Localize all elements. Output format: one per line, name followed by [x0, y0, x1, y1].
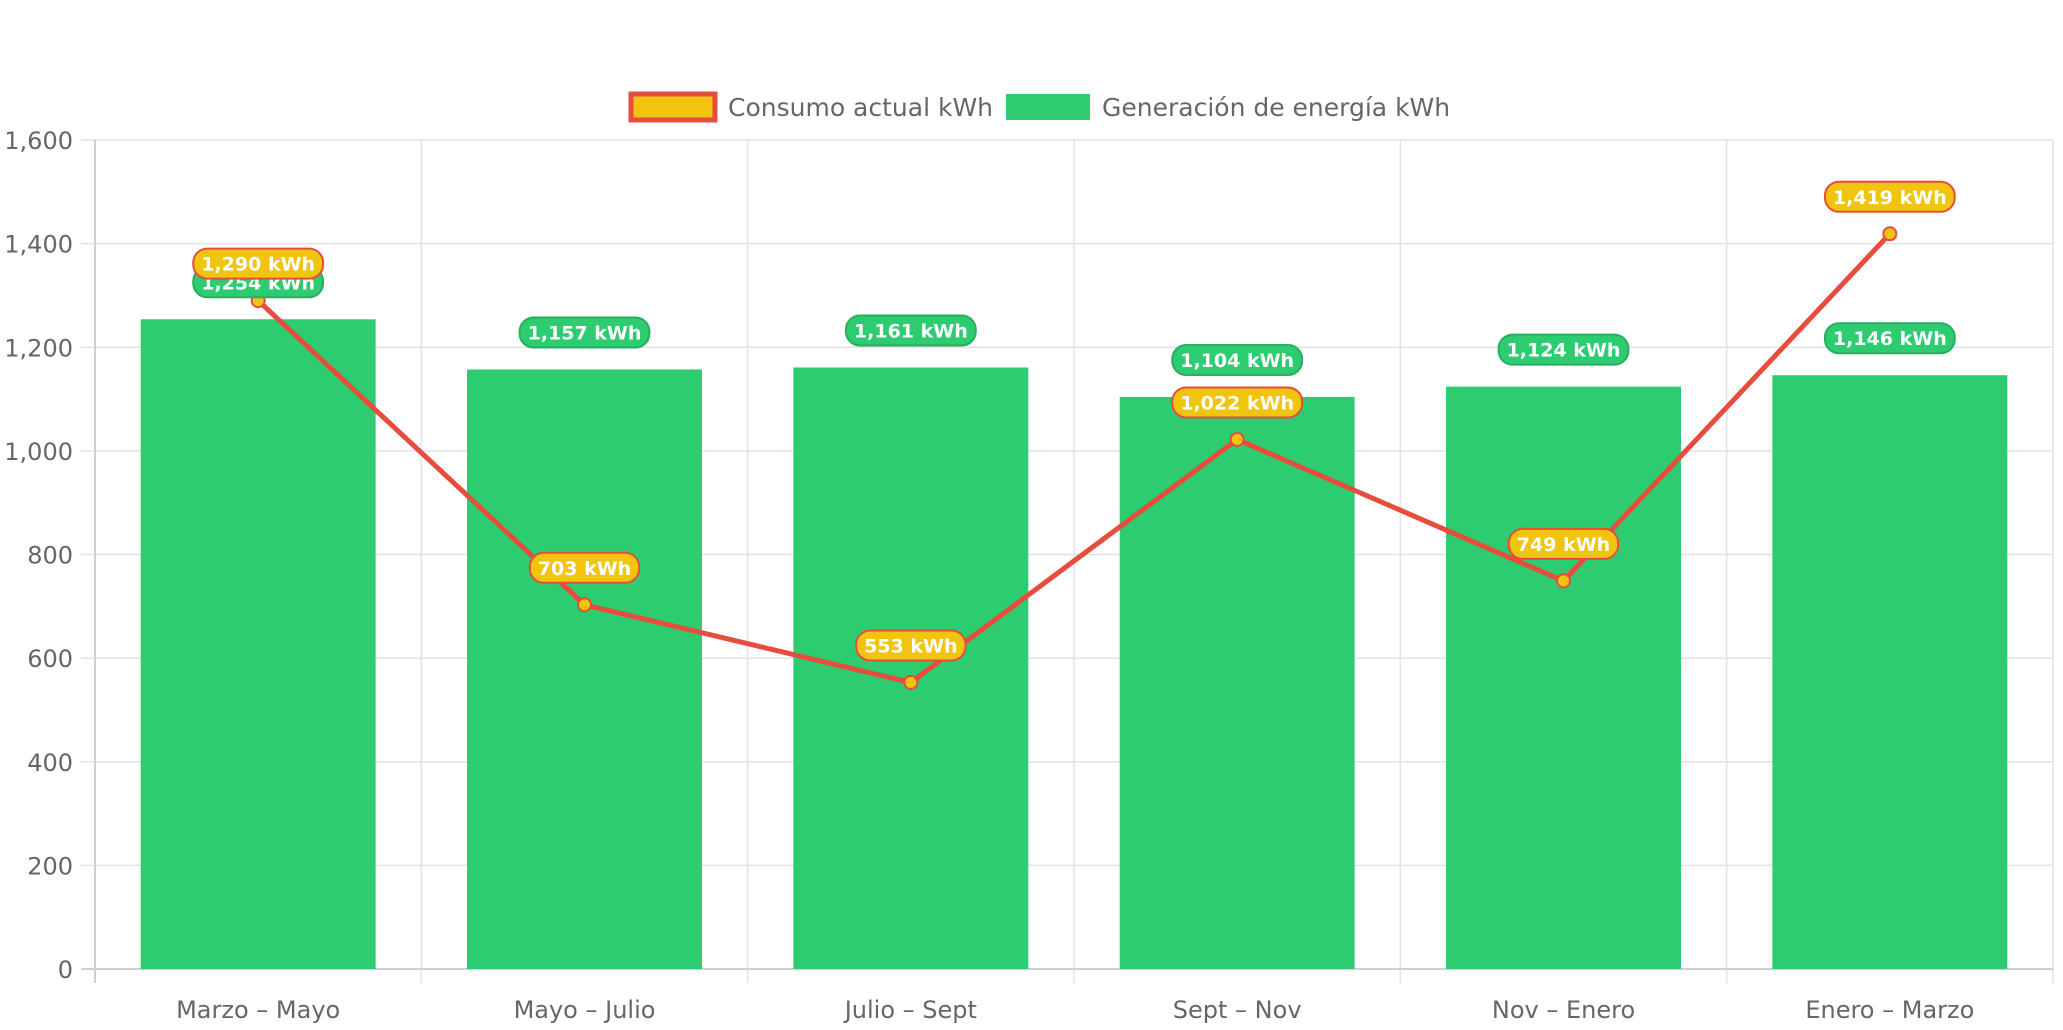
data-label-text: 1,022 kWh	[1180, 392, 1294, 414]
data-label-bg	[1171, 386, 1304, 419]
bar[interactable]	[1772, 375, 2008, 969]
legend-swatch	[1006, 94, 1090, 120]
y-tick-label: 1,400	[4, 231, 73, 259]
grid-lines	[81, 139, 2054, 983]
data-label: 1,290 kWh	[192, 247, 325, 280]
line-point[interactable]	[1229, 431, 1245, 447]
bar[interactable]	[140, 319, 376, 969]
data-label-bg	[1497, 333, 1630, 366]
y-tick-label: 1,600	[4, 127, 73, 155]
y-tick-label: 600	[27, 645, 73, 673]
data-label-text: 1,161 kWh	[854, 320, 968, 342]
data-label: 1,104 kWh	[1171, 343, 1304, 376]
data-label-text: 1,290 kWh	[201, 254, 315, 276]
x-tick-label: Julio – Sept	[843, 996, 977, 1024]
y-tick-label: 800	[27, 542, 73, 570]
y-tick-label: 0	[58, 956, 73, 984]
axes: 0 200 400 600 800 1,000 1,200 1,400 1,600 Marzo –…	[4, 127, 2053, 1024]
line-point[interactable]	[1882, 226, 1898, 242]
x-tick-label: Marzo – Mayo	[176, 996, 340, 1024]
data-label-text: 1,146 kWh	[1833, 328, 1947, 350]
data-label: 1,146 kWh	[1823, 322, 1956, 355]
line-point[interactable]	[903, 674, 919, 690]
data-label-bg	[1507, 527, 1620, 560]
data-label: 553 kWh	[855, 629, 967, 662]
data-label: 1,022 kWh	[1171, 386, 1304, 419]
data-label-bg	[855, 629, 967, 662]
data-label-text: 1,157 kWh	[528, 323, 642, 345]
bar-series	[140, 319, 2008, 969]
data-label-bg	[528, 551, 641, 584]
bar[interactable]	[467, 369, 702, 969]
data-label: 1,124 kWh	[1497, 333, 1630, 366]
data-label-text: 1,104 kWh	[1180, 350, 1294, 372]
line-point[interactable]	[1556, 573, 1571, 589]
data-label: 1,161 kWh	[844, 314, 977, 347]
bar[interactable]	[1119, 396, 1355, 969]
line-point[interactable]	[577, 597, 592, 613]
data-label: 749 kWh	[1507, 527, 1620, 560]
y-tick-label: 200	[27, 852, 73, 880]
legend-item-generacion[interactable]: Generación de energía kWh	[1006, 93, 1450, 122]
data-label-bg	[1823, 322, 1956, 355]
data-label-bg	[844, 314, 977, 347]
data-label-text: 553 kWh	[864, 635, 957, 657]
data-label: 1,419 kWh	[1823, 180, 1956, 213]
y-tick-label: 1,200	[4, 334, 73, 362]
x-tick-label: Sept – Nov	[1173, 996, 1302, 1024]
data-label-bg	[1171, 343, 1304, 376]
y-tick-label: 1,000	[4, 438, 73, 466]
data-label: 1,157 kWh	[518, 316, 651, 349]
legend[interactable]: Consumo actual kWh Generación de energía …	[628, 91, 1450, 123]
legend-label: Generación de energía kWh	[1102, 93, 1450, 122]
data-label-text: 749 kWh	[1517, 534, 1610, 556]
data-label-bg	[192, 247, 325, 280]
x-tick-label: Enero – Marzo	[1805, 996, 1974, 1024]
bar[interactable]	[1446, 386, 1681, 969]
consumption-line	[256, 232, 1892, 685]
bar[interactable]	[793, 367, 1029, 969]
data-label-bg	[518, 316, 651, 349]
data-label: 703 kWh	[528, 551, 641, 584]
data-label-bg	[1823, 180, 1956, 213]
legend-label: Consumo actual kWh	[728, 93, 993, 122]
data-label-text: 1,419 kWh	[1833, 187, 1947, 209]
x-tick-label: Mayo – Julio	[514, 996, 656, 1024]
legend-swatch	[628, 91, 718, 123]
data-label-text: 1,124 kWh	[1507, 340, 1621, 362]
x-tick-label: Nov – Enero	[1492, 996, 1635, 1024]
data-label-text: 703 kWh	[538, 558, 631, 580]
legend-item-consumo[interactable]: Consumo actual kWh	[628, 91, 993, 123]
line-series	[250, 226, 1898, 690]
y-tick-label: 400	[27, 749, 73, 777]
